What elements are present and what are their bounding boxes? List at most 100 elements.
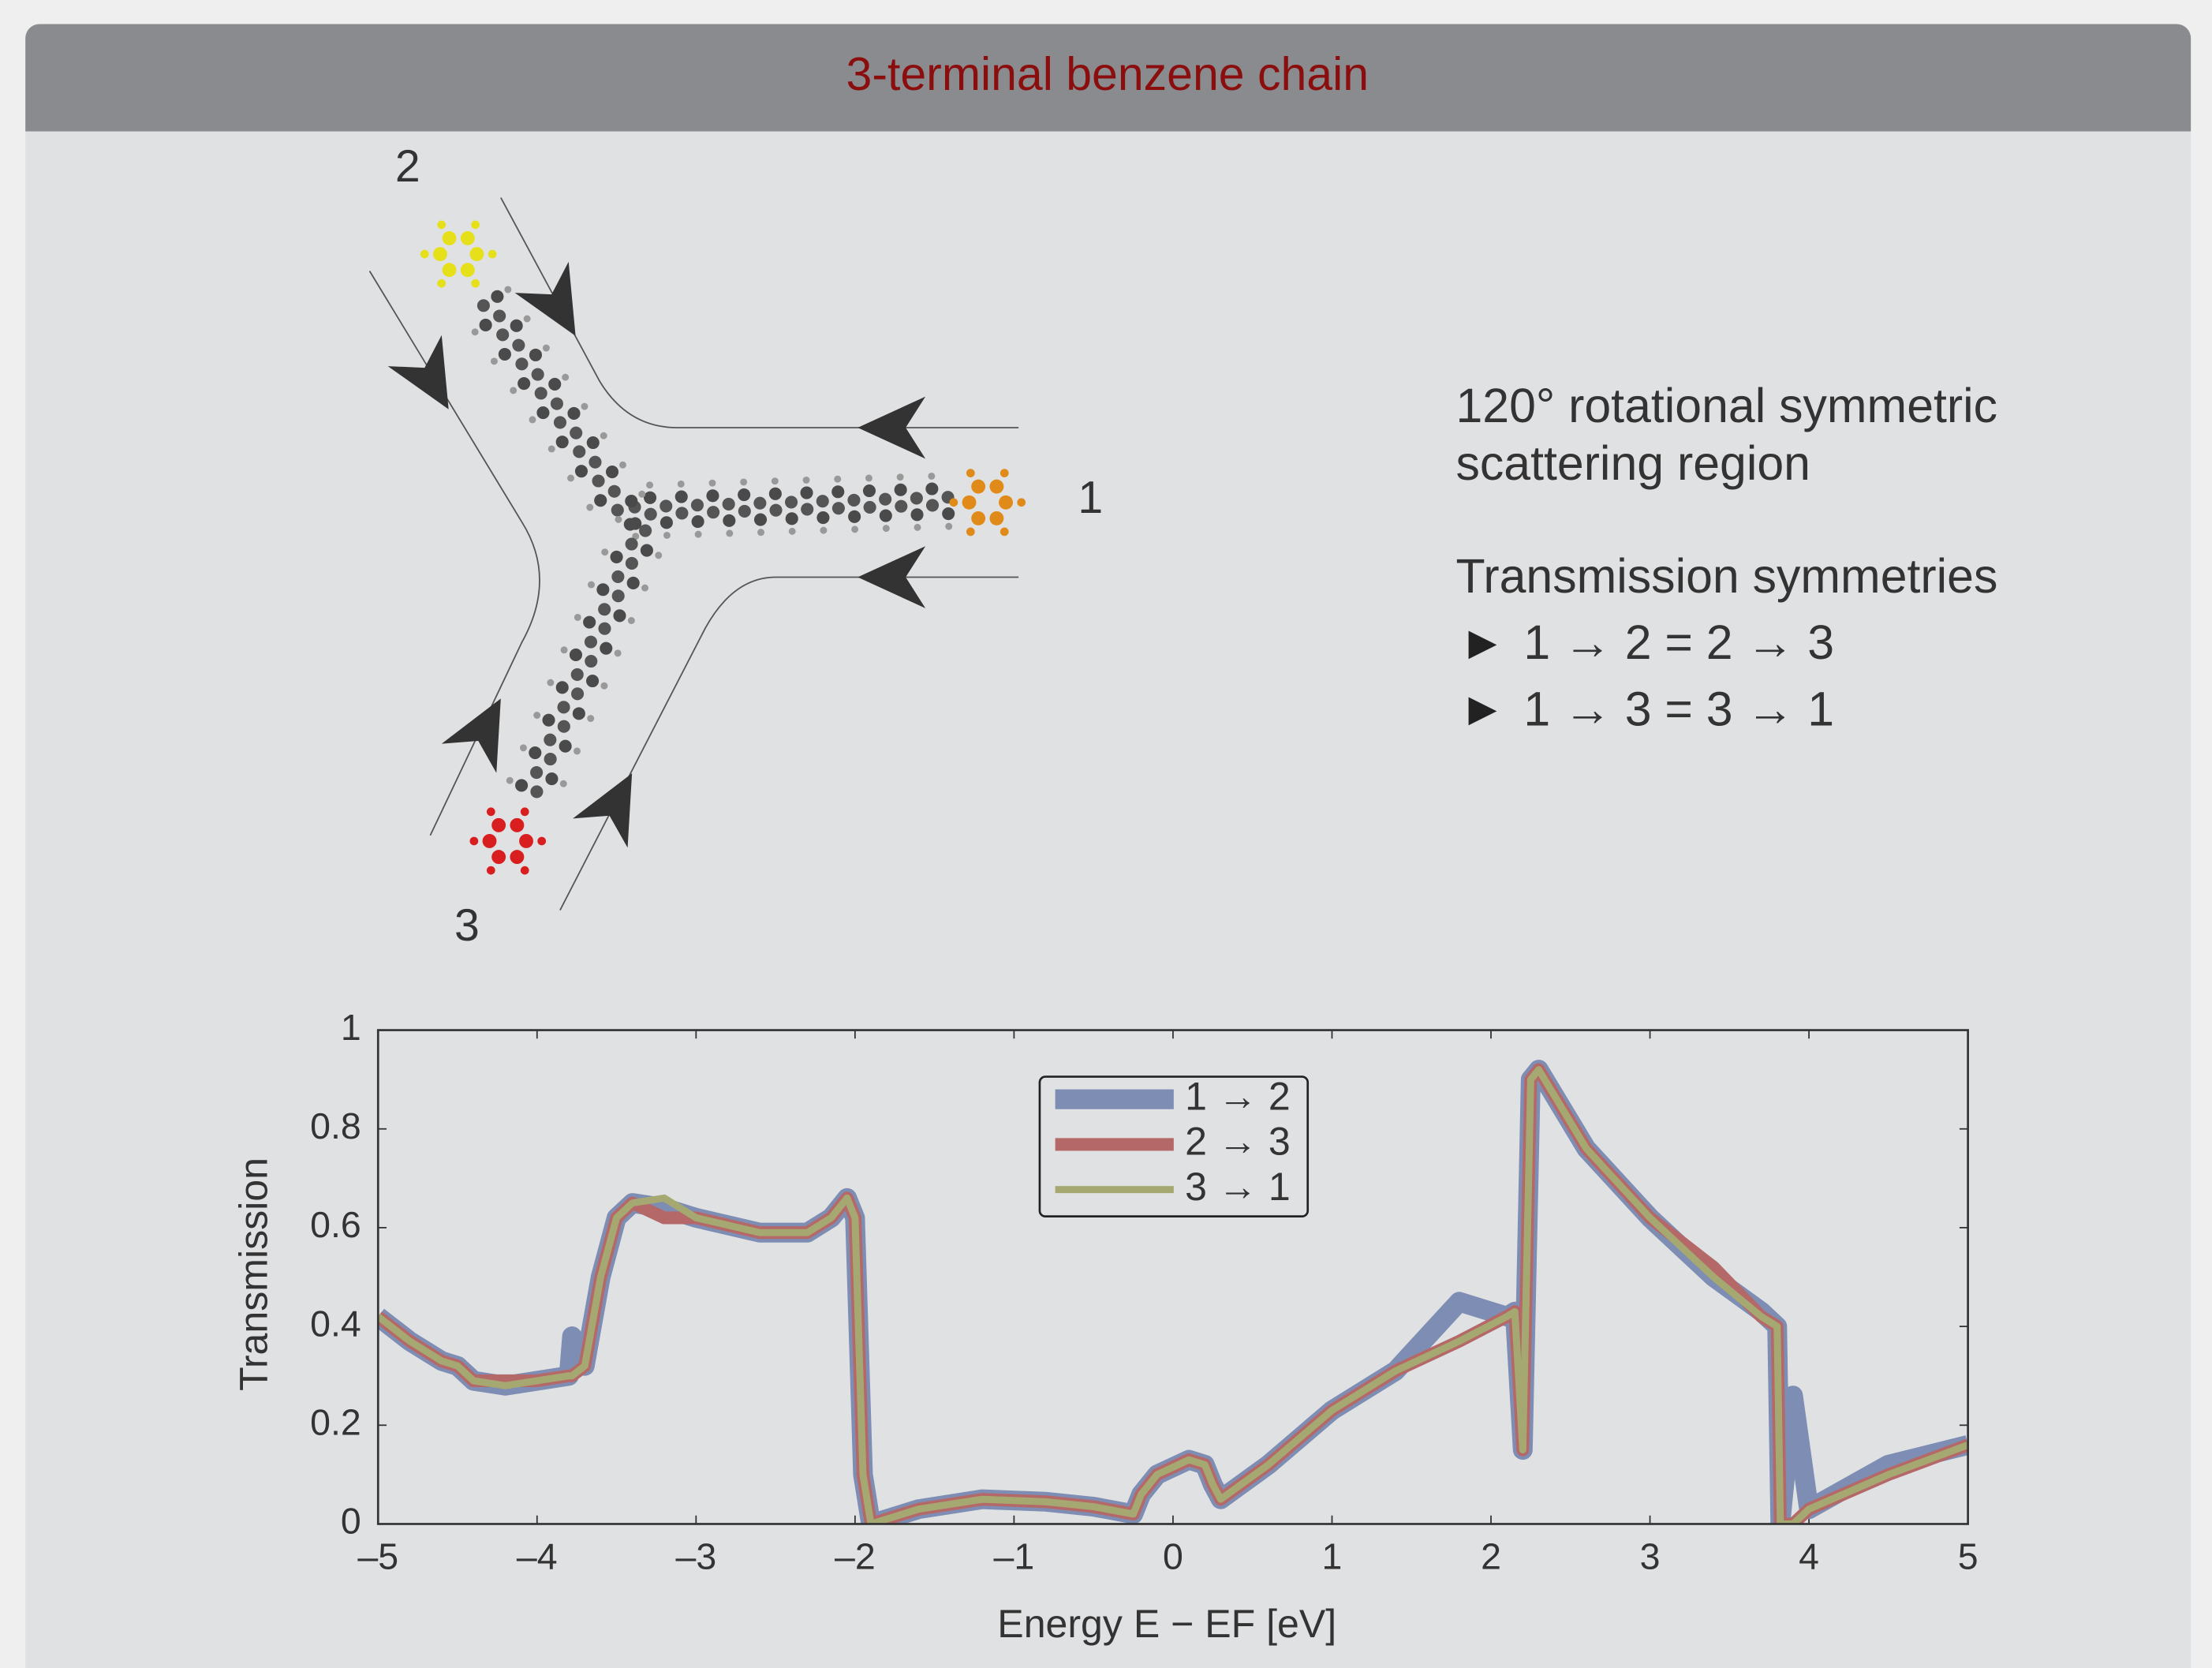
h-atom [533,712,540,719]
cap-h [437,220,446,229]
x-tick-label: 3 [1640,1535,1661,1576]
h-atom [504,286,511,294]
y-tick-label: 0.4 [310,1303,361,1344]
atom [544,734,556,746]
atom [554,416,566,428]
atom [625,495,637,507]
atom [545,772,558,785]
atom [496,328,509,341]
atom [542,714,555,727]
atom [499,348,511,361]
atom [573,707,585,720]
atom [512,338,525,351]
h-atom [945,523,952,530]
atom [706,489,719,502]
y-axis-label: Transmission [232,1158,276,1391]
atom [544,753,557,765]
atom [723,498,735,510]
h-atom [588,582,595,589]
h-atom [601,548,608,555]
atom [559,740,572,753]
h-atom [615,516,622,523]
bullet-item: 1 → 3 = 3 → 1 [1523,682,1834,735]
atom [769,488,782,500]
atom [571,668,584,681]
x-tick-label: 4 [1799,1535,1819,1576]
cap-h [521,807,529,816]
atom [585,636,597,649]
h-atom [883,525,890,532]
atom [645,508,657,521]
h-atom [547,679,554,686]
x-axis-label: Energy E − EF [eV] [997,1602,1336,1646]
cap-h [537,837,546,846]
atom [611,504,624,517]
atom [707,506,719,518]
atom [641,544,653,557]
description-line: scattering region [1455,436,1810,490]
cap-atom [999,496,1013,510]
atom [644,492,656,504]
atom [895,484,907,496]
atom [587,436,600,449]
cap-h [950,498,958,507]
atom [530,766,543,779]
cap-atom [491,818,506,832]
atom [510,320,523,332]
cap-h [420,250,429,259]
atom [567,407,580,420]
h-atom [587,715,594,722]
atom [659,499,672,512]
atom [598,623,611,635]
cap-h [521,866,529,875]
atom [480,319,492,331]
block-title: 3-terminal benzene chain [846,48,1369,100]
atom [624,518,637,531]
atom [585,655,597,668]
atom [598,603,611,615]
atom [691,499,704,511]
cap-atom [962,496,977,510]
atom [660,516,673,529]
cap-h [1000,528,1009,537]
cap-h [469,837,478,846]
h-atom [619,462,626,469]
h-atom [726,529,733,537]
atom [596,583,609,596]
cap-atom [519,834,533,848]
atom [611,551,623,563]
h-atom [510,387,517,394]
atom [611,570,624,583]
atom [588,456,601,469]
atom [556,681,569,694]
h-atom [560,780,567,787]
h-atom [600,683,607,690]
legend-label: 3 → 1 [1185,1165,1291,1209]
atom [738,488,750,501]
atom [738,505,751,518]
atom [692,515,704,528]
description-line: 120° rotational symmetric [1455,379,1997,432]
atom [608,485,621,498]
atom [639,525,652,537]
legend-label: 2 → 3 [1185,1120,1291,1164]
atom [606,466,618,478]
atom [612,589,625,602]
slide: 3-terminal benzene chain 1 2 3 120° rota… [0,0,2212,1668]
y-tick-label: 0.6 [310,1204,361,1245]
h-atom [897,473,904,481]
terminal-label: 3 [454,900,480,951]
atom [863,484,876,497]
atom [864,501,876,514]
terminal-label: 2 [395,141,420,192]
cap-atom [491,850,506,864]
h-atom [506,777,514,784]
cap-h [471,220,480,229]
cap-h [488,250,497,259]
cap-h [487,807,495,816]
notes-heading: Transmission symmetries [1455,549,1997,603]
atom [847,494,860,507]
x-tick-label: –1 [994,1535,1035,1576]
atom [573,445,585,458]
h-atom [491,357,498,365]
